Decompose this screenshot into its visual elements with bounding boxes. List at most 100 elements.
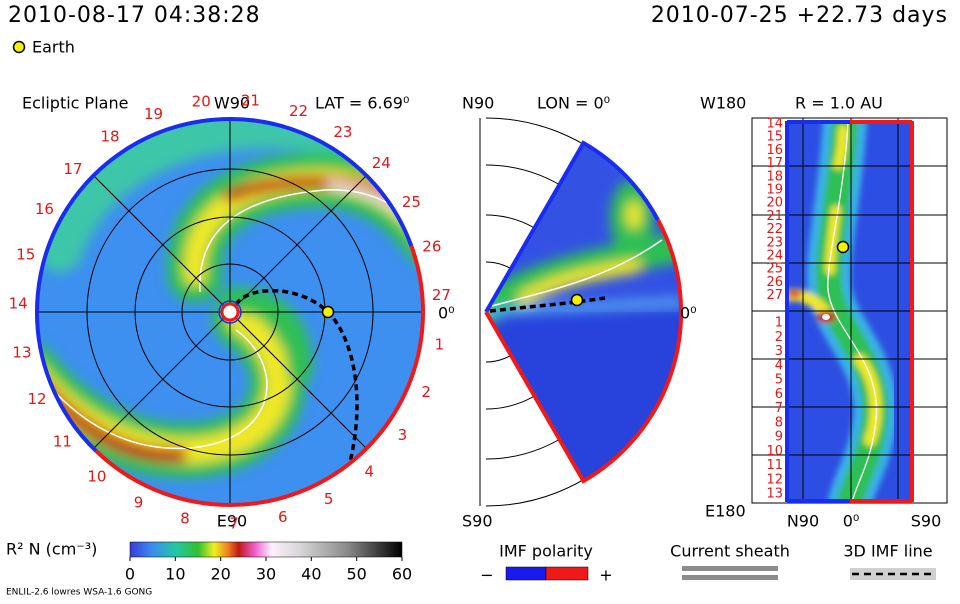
band (786, 290, 802, 298)
footer: ENLIL-2.6 lowres WSA-1.6 GONG (6, 588, 152, 598)
day-label: 26 (766, 275, 783, 290)
colorbar-tick-label: 30 (256, 565, 276, 584)
colorbar-tick-label: 10 (165, 565, 185, 584)
polarity-plus: + (599, 566, 612, 585)
day-label: 18 (766, 169, 783, 184)
radial-r: R = 1.0 AU (795, 94, 883, 113)
radial-x-label: N90 (787, 512, 819, 531)
rim-label: 10 (87, 467, 106, 485)
current-sheath-line (827, 121, 878, 502)
colorbar (129, 541, 403, 558)
day-label: 22 (766, 222, 783, 237)
wedge-edge-negative (484, 140, 660, 313)
run-info: 2010-07-25 +22.73 days (651, 3, 948, 28)
day-label: 4 (775, 358, 783, 373)
rim-label: 16 (35, 200, 54, 218)
disc-edge-positive (94, 245, 425, 507)
day-label: 27 (766, 288, 783, 303)
polarity-minus: − (480, 566, 493, 585)
rim-label: 6 (278, 508, 288, 526)
rim-label: 23 (333, 123, 352, 141)
radial-x-label: 0⁰ (843, 512, 860, 531)
disc-edge-negative (35, 117, 414, 453)
earth-marker (836, 240, 850, 254)
day-label: 6 (775, 387, 783, 402)
sun-boundary (220, 302, 240, 322)
rim-label: 21 (241, 91, 260, 109)
day-label: 10 (766, 444, 783, 459)
day-label: 21 (766, 209, 783, 224)
day-label: 15 (766, 130, 783, 145)
polarity-positive (545, 566, 589, 581)
ecliptic-top: W90 (214, 94, 250, 113)
day-label: 25 (766, 262, 783, 277)
rim-label: 18 (100, 128, 119, 146)
band (486, 298, 682, 316)
radial-bottom: E180 (705, 502, 746, 521)
ecliptic-bottom: E90 (217, 512, 247, 531)
rim-label: 15 (16, 246, 35, 264)
meridional-bottom: S90 (462, 512, 493, 531)
imf-polarity-label: IMF polarity (499, 542, 593, 561)
radial-x-label: S90 (911, 512, 942, 531)
day-label: 8 (775, 415, 783, 430)
day-label: 20 (766, 196, 783, 211)
rim-label: 22 (289, 102, 308, 120)
ecliptic-right: 0⁰ (438, 304, 455, 323)
rim-label: 14 (9, 294, 28, 312)
colorbar-tick-label: 40 (301, 565, 321, 584)
day-label: 2 (775, 330, 783, 345)
day-label: 13 (766, 487, 783, 502)
wedge-edge-positive (484, 219, 684, 484)
band (833, 125, 848, 170)
colorbar-tick-label: 50 (346, 565, 366, 584)
density-field (786, 121, 898, 502)
day-label: 3 (775, 344, 783, 359)
earth-legend-marker (12, 40, 26, 54)
day-label: 11 (766, 458, 783, 473)
day-labels: 1415161718192021222324252627123456789101… (766, 117, 783, 502)
rim-label: 3 (398, 426, 408, 444)
rim-label: 11 (53, 432, 72, 450)
radial-x-labels: N90 0⁰ S90 (787, 512, 941, 531)
rim-label: 2 (421, 383, 431, 401)
colorbar-ticks: 0 10 20 30 40 50 60 (125, 557, 412, 584)
rim-label: 13 (12, 343, 31, 361)
day-label: 16 (766, 143, 783, 158)
rim-label: 12 (27, 390, 46, 408)
current-sheath-swatch (682, 575, 778, 580)
radial-top: W180 (700, 94, 746, 113)
rim-label: 24 (372, 154, 391, 172)
colorbar-tick-label: 20 (210, 565, 230, 584)
day-label: 24 (766, 249, 783, 264)
meridional-top: N90 (462, 94, 494, 113)
rim-label: 8 (180, 510, 190, 528)
rim-label: 5 (324, 490, 334, 508)
colorbar-tick-label: 60 (392, 565, 412, 584)
meridional-lon: LON = 0⁰ (537, 94, 610, 113)
day-label: 7 (775, 401, 783, 416)
earth-marker (321, 305, 335, 319)
rim-label: 20 (192, 92, 211, 110)
meridional-map (486, 143, 682, 481)
band (518, 259, 642, 305)
ecliptic-lat: LAT = 6.69⁰ (315, 94, 409, 113)
polarity-negative (505, 566, 547, 581)
colorbar-tick-label: 0 (125, 565, 135, 584)
rim-label: 7 (229, 514, 239, 532)
rim-label: 4 (365, 462, 375, 480)
day-label: 14 (766, 117, 783, 132)
rim-label: 27 (432, 286, 451, 304)
current-sheath-line (491, 239, 663, 307)
band (822, 314, 830, 320)
day-label: 19 (766, 183, 783, 198)
colorbar-label: R² N (cm⁻³) (6, 540, 97, 559)
rim-label: 9 (134, 494, 144, 512)
meridional-right: 0⁰ (680, 304, 697, 323)
imf-line-label: 3D IMF line (843, 542, 932, 561)
rim-label: 26 (422, 238, 441, 256)
earth-legend: Earth (32, 38, 75, 57)
band (486, 233, 682, 325)
